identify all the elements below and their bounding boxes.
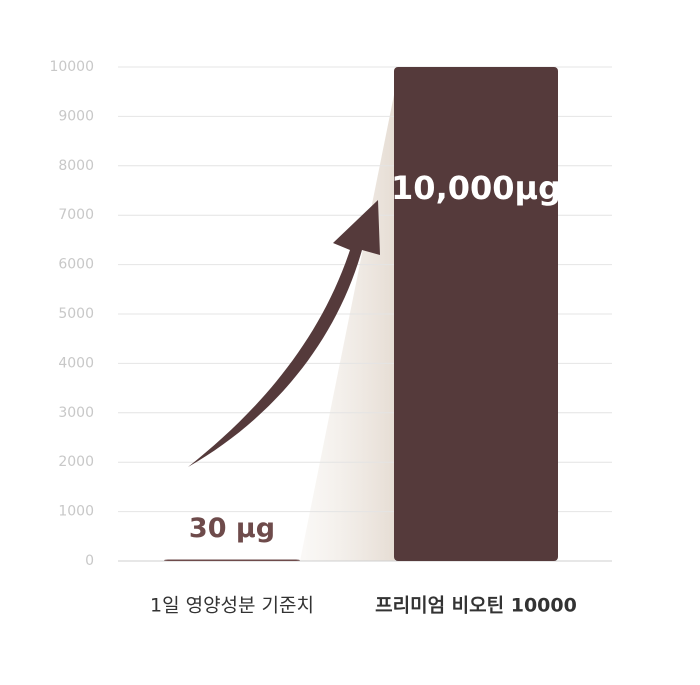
growth-arrow [188, 200, 380, 467]
shading [300, 90, 395, 561]
bar [394, 67, 558, 561]
y-tick-label: 0 [85, 553, 94, 569]
y-tick-label: 5000 [58, 306, 94, 322]
y-tick-label: 2000 [58, 454, 94, 470]
y-tick-label: 4000 [58, 355, 94, 371]
x-tick-label: 프리미엄 비오틴 10000 [375, 595, 577, 617]
value-label: 10,000μg [391, 169, 561, 207]
y-tick-label: 1000 [58, 504, 94, 520]
value-label: 30 μg [189, 513, 275, 544]
y-tick-label: 7000 [58, 207, 94, 223]
bar [164, 559, 300, 561]
y-tick-label: 10000 [49, 59, 94, 75]
y-tick-label: 8000 [58, 158, 94, 174]
y-tick-label: 3000 [58, 405, 94, 421]
y-tick-label: 6000 [58, 257, 94, 273]
x-tick-label: 1일 영양성분 기준치 [150, 595, 314, 617]
y-tick-label: 9000 [58, 108, 94, 124]
